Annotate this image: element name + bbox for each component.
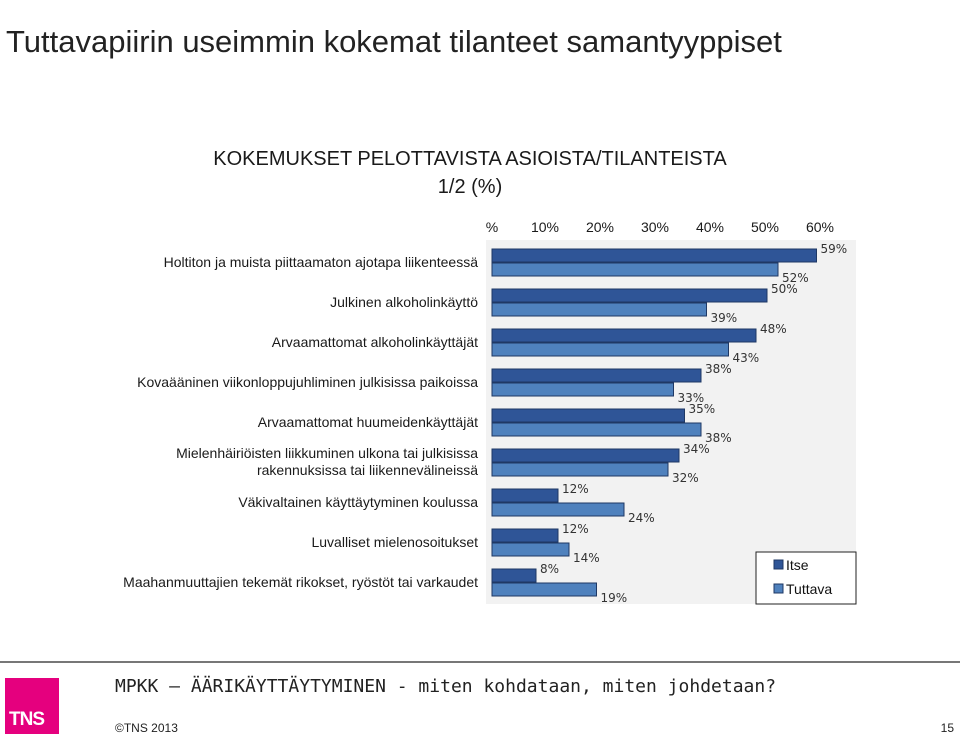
data-label-itse: 50% [771, 282, 798, 296]
x-tick-label: 50% [751, 219, 779, 235]
page-title: Tuttavapiirin useimmin kokemat tilanteet… [6, 24, 782, 59]
x-tick-label: 30% [641, 219, 669, 235]
data-label-itse: 59% [821, 242, 848, 256]
bar-tuttava [491, 382, 674, 397]
x-tick-label: 20% [586, 219, 614, 235]
category-label: Väkivaltainen käyttäytyminen koulussa [238, 494, 478, 511]
chart-title-line-1: KOKEMUKSET PELOTTAVISTA ASIOISTA/TILANTE… [213, 148, 727, 170]
bar-tuttava [491, 302, 707, 317]
category-label-line: Arvaamattomat alkoholinkäyttäjät [271, 333, 478, 350]
legend-box [755, 551, 857, 605]
category-label-line: Julkinen alkoholinkäyttö [330, 293, 478, 310]
x-tick-label: 40% [696, 219, 724, 235]
bar-tuttava [491, 262, 779, 277]
bar-tuttava [491, 542, 570, 557]
category-label: Luvalliset mielenosoitukset [311, 534, 478, 551]
category-label-line: rakennuksissa tai liikennevälineissä [256, 462, 478, 478]
bar-tuttava [491, 582, 597, 597]
footer-title: MPKK – ÄÄRIKÄYTTÄYTYMINEN - miten kohdat… [115, 676, 777, 697]
tns-logo-text: TNS [9, 709, 45, 730]
category-label-line: Arvaamattomat huumeidenkäyttäjät [257, 413, 478, 430]
data-label-tuttava: 38% [705, 431, 732, 445]
category-label-line: Holtiton ja muista piittaamaton ajotapa … [163, 253, 478, 270]
data-label-tuttava: 14% [573, 551, 600, 565]
data-label-tuttava: 43% [733, 351, 760, 365]
bar-itse [491, 288, 768, 303]
legend-label-tuttava: Tuttava [786, 581, 832, 597]
bar-tuttava [491, 422, 702, 437]
category-label-line: Mielenhäiriöisten liikkuminen ulkona tai… [176, 445, 478, 461]
copyright: ©TNS 2013 [115, 721, 178, 735]
category-label: Holtiton ja muista piittaamaton ajotapa … [164, 254, 478, 271]
bar-itse [491, 568, 537, 583]
data-label-itse: 12% [562, 482, 589, 496]
bar-itse [491, 408, 685, 423]
tns-logo: TNS [5, 678, 59, 734]
category-label: Maahanmuuttajien tekemät rikokset, ryöst… [123, 574, 478, 591]
data-label-tuttava: 19% [601, 591, 628, 605]
bar-tuttava [491, 462, 669, 477]
x-tick-label: 10% [531, 219, 559, 235]
bar-itse [491, 368, 702, 383]
legend-swatch-tuttava [773, 583, 784, 594]
category-label: Julkinen alkoholinkäyttö [330, 294, 478, 311]
data-label-itse: 8% [540, 562, 559, 576]
data-label-tuttava: 52% [782, 271, 809, 285]
data-label-tuttava: 32% [672, 471, 699, 485]
data-label-itse: 35% [689, 402, 716, 416]
chart: % 10% 20% 30% 40% 50% 60%59%52%50%39%48%43%38%… [486, 219, 857, 605]
data-label-tuttava: 33% [678, 391, 705, 405]
page-number: 15 [940, 721, 954, 735]
category-label-line: Kovaääninen viikonloppujuhliminen julkis… [137, 373, 478, 390]
bar-tuttava [491, 502, 625, 517]
data-label-itse: 48% [760, 322, 787, 336]
data-label-tuttava: 24% [628, 511, 655, 525]
bar-itse [491, 448, 680, 463]
category-label-line: Väkivaltainen käyttäytyminen koulussa [238, 493, 478, 510]
category-label: Mielenhäiriöisten liikkuminen ulkona tai… [176, 445, 478, 479]
category-label: Arvaamattomat alkoholinkäyttäjät [272, 334, 478, 351]
bar-itse [491, 248, 817, 263]
category-label-line: Luvalliset mielenosoitukset [311, 533, 478, 550]
bar-itse [491, 528, 559, 543]
legend-label-itse: Itse [786, 557, 809, 573]
category-label: Kovaääninen viikonloppujuhliminen julkis… [137, 374, 478, 391]
data-label-itse: 34% [683, 442, 710, 456]
bar-itse [491, 328, 757, 343]
category-label: Arvaamattomat huumeidenkäyttäjät [258, 414, 478, 431]
bar-tuttava [491, 342, 729, 357]
bar-itse [491, 488, 559, 503]
x-tick-label: % [486, 219, 498, 235]
data-label-itse: 38% [705, 362, 732, 376]
footer-divider [0, 661, 960, 663]
data-label-itse: 12% [562, 522, 589, 536]
category-label-line: Maahanmuuttajien tekemät rikokset, ryöst… [123, 573, 478, 590]
data-label-tuttava: 39% [711, 311, 738, 325]
legend-swatch-itse [773, 559, 784, 570]
x-tick-label: 60% [806, 219, 834, 235]
chart-title-line-2: 1/2 (%) [437, 176, 503, 198]
